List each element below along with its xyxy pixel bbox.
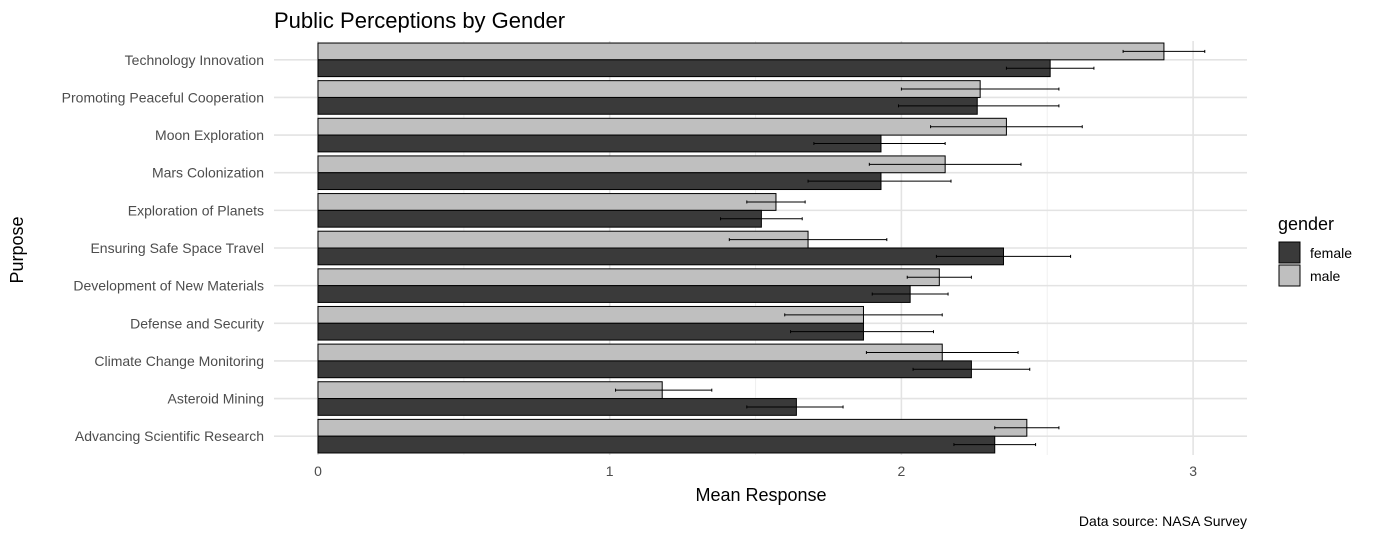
y-tick-label: Technology Innovation: [125, 52, 264, 68]
bar-female: [317, 285, 911, 303]
bar-female: [317, 247, 1004, 266]
bar-male: [317, 155, 946, 174]
chart-title: Public Perceptions by Gender: [274, 8, 565, 33]
bar-male: [317, 418, 1028, 437]
y-tick-label: Development of New Materials: [73, 278, 264, 294]
x-tick-labels: 0 1 2 3: [314, 463, 1197, 479]
y-axis-title: Purpose: [7, 216, 27, 283]
bars: [317, 42, 1165, 454]
bar-male: [317, 268, 940, 287]
y-tick-label: Advancing Scientific Research: [75, 428, 264, 444]
error-bars: [615, 49, 1206, 447]
y-tick-labels: Technology Innovation Promoting Peaceful …: [62, 52, 264, 444]
bar-female: [317, 96, 978, 115]
bar-male: [317, 42, 1165, 61]
bar-male: [317, 343, 943, 362]
y-tick-label: Mars Colonization: [152, 165, 264, 181]
bar-female: [317, 59, 1051, 78]
bar-male: [317, 381, 663, 400]
legend-label-female: female: [1310, 245, 1352, 261]
chart-caption: Data source: NASA Survey: [1079, 513, 1247, 529]
y-tick-label: Asteroid Mining: [168, 391, 265, 407]
legend-title: gender: [1278, 214, 1334, 234]
legend: gender female male: [1278, 214, 1352, 287]
legend-swatch-male: [1278, 264, 1301, 287]
legend-label-male: male: [1310, 268, 1341, 284]
y-tick-label: Moon Exploration: [155, 127, 264, 143]
y-tick-label: Defense and Security: [130, 315, 264, 331]
bar-female: [317, 209, 762, 228]
x-tick-label: 0: [314, 463, 322, 479]
y-tick-label: Climate Change Monitoring: [94, 353, 264, 369]
bar-female: [317, 435, 996, 454]
legend-swatch-female: [1278, 241, 1301, 264]
x-tick-label: 2: [898, 463, 906, 479]
bar-female: [317, 172, 882, 191]
bar-female: [317, 398, 797, 416]
bar-male: [317, 117, 1007, 136]
bar-male: [317, 80, 981, 98]
bar-male: [317, 305, 864, 324]
bar-male: [317, 193, 777, 211]
x-tick-label: 1: [606, 463, 614, 479]
x-tick-label: 3: [1189, 463, 1197, 479]
bar-female: [317, 134, 882, 153]
y-tick-label: Promoting Peaceful Cooperation: [62, 89, 264, 105]
y-tick-label: Ensuring Safe Space Travel: [90, 240, 264, 256]
legend-items: female male: [1278, 241, 1352, 287]
x-axis-title: Mean Response: [695, 485, 826, 505]
bar-female: [317, 360, 972, 379]
y-tick-label: Exploration of Planets: [128, 202, 264, 218]
bar-female: [317, 322, 864, 341]
